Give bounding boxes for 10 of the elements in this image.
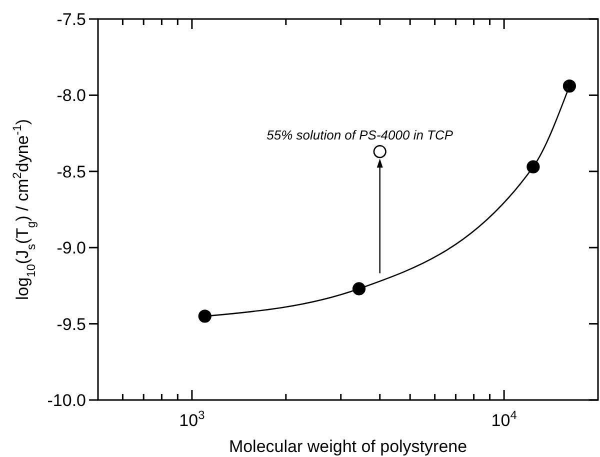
y-tick-label: -9.0	[56, 238, 86, 258]
x-tick-label: 10$^{3}$	[179, 408, 206, 430]
annotation: 55% solution of PS-4000 in TCP	[266, 128, 454, 143]
y-tick-label: -9.5	[56, 314, 86, 334]
y-tick-label: -7.5	[56, 10, 86, 29]
y-tick-label: -8.0	[56, 86, 86, 106]
y-tick-label: -10.0	[47, 391, 86, 410]
y-tick-label: -8.5	[56, 162, 86, 182]
x-tick-label: 10$^{4}$	[491, 408, 518, 430]
x-axis-title: Molecular weight of polystyrene	[228, 437, 468, 456]
